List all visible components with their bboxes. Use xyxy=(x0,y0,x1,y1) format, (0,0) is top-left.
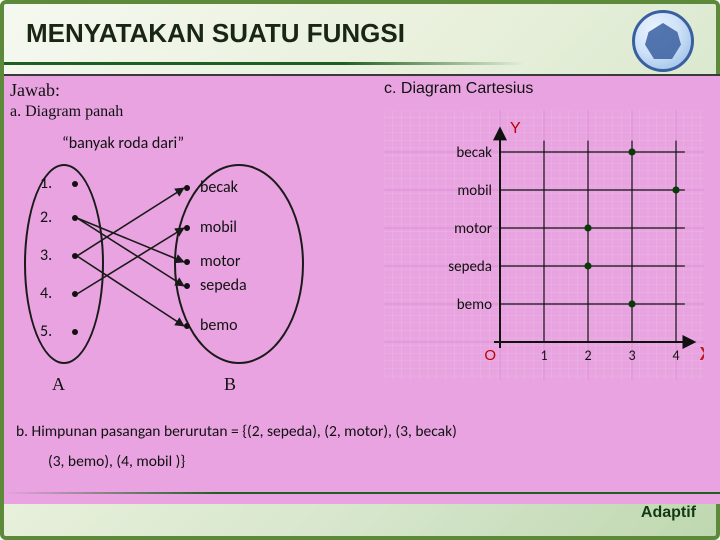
domain-dot-icon xyxy=(72,291,78,297)
x-tick-label: 2 xyxy=(584,347,591,364)
slide-title: MENYATAKAN SUATU FUNGSI xyxy=(26,18,405,49)
title-underline xyxy=(4,62,524,65)
y-axis-label: bemo xyxy=(457,296,492,314)
origin-label: O xyxy=(484,347,496,364)
domain-item: 3. xyxy=(40,246,52,265)
cartesian-diagram: becak mobil motor sepeda bemo 1 2 3 4 O Y X xyxy=(384,110,704,380)
mapping-arrow xyxy=(77,218,184,286)
mapping-arrow xyxy=(77,218,184,262)
y-axis-label: mobil xyxy=(457,182,492,200)
codomain-item: bemo xyxy=(200,316,238,335)
domain-dot-icon xyxy=(72,253,78,259)
section-c-label: c. Diagram Cartesius xyxy=(384,80,533,98)
footer-label: Adaptif xyxy=(641,504,696,522)
domain-dot-icon xyxy=(72,181,78,187)
domain-dot-icon xyxy=(72,215,78,221)
arrows-svg xyxy=(14,136,334,396)
pairs-line-2: (3, bemo), (4, mobil )} xyxy=(48,452,185,471)
mapping-arrow xyxy=(77,228,184,294)
jawab-label: Jawab: xyxy=(10,80,712,101)
y-axis-label: becak xyxy=(456,144,492,162)
footer-divider xyxy=(4,492,720,494)
codomain-dot-icon xyxy=(184,185,190,191)
logo-emblem-icon xyxy=(645,23,681,59)
data-point xyxy=(584,262,591,269)
codomain-item: sepeda xyxy=(200,276,247,295)
x-axis-name: X xyxy=(700,344,704,364)
x-tick-label: 3 xyxy=(628,347,635,364)
domain-item: 4. xyxy=(40,284,52,303)
codomain-item: motor xyxy=(200,252,240,271)
pairs-line-1: b. Himpunan pasangan berurutan = {(2, se… xyxy=(16,422,457,441)
data-point xyxy=(628,148,635,155)
slide: MENYATAKAN SUATU FUNGSI Jawab: a. Diagra… xyxy=(0,0,720,540)
domain-item: 1. xyxy=(40,174,52,193)
codomain-dot-icon xyxy=(184,259,190,265)
content-area: Jawab: a. Diagram panah c. Diagram Carte… xyxy=(4,74,720,504)
titlebar: MENYATAKAN SUATU FUNGSI xyxy=(4,4,716,66)
domain-item: 5. xyxy=(40,322,52,341)
codomain-item: becak xyxy=(200,178,238,197)
arrow-diagram: “banyak roda dari” A B 1.2.3.4.5.becakmo… xyxy=(14,136,334,396)
x-tick-label: 4 xyxy=(672,347,679,364)
mapping-arrow xyxy=(77,256,184,326)
data-point xyxy=(584,224,591,231)
y-axis-label: sepeda xyxy=(448,258,492,276)
x-tick-label: 1 xyxy=(540,347,547,364)
set-B-label: B xyxy=(224,374,236,395)
mapping-arrow xyxy=(77,188,184,256)
data-point xyxy=(672,186,679,193)
domain-dot-icon xyxy=(72,329,78,335)
set-A-label: A xyxy=(52,374,65,395)
codomain-dot-icon xyxy=(184,323,190,329)
cartesian-svg: becak mobil motor sepeda bemo 1 2 3 4 O Y X xyxy=(384,110,704,380)
y-axis-name: Y xyxy=(510,120,521,137)
logo xyxy=(632,10,694,72)
y-axis-label: motor xyxy=(454,220,492,238)
codomain-dot-icon xyxy=(184,283,190,289)
codomain-dot-icon xyxy=(184,225,190,231)
domain-item: 2. xyxy=(40,208,52,227)
codomain-item: mobil xyxy=(200,218,237,237)
data-point xyxy=(628,300,635,307)
